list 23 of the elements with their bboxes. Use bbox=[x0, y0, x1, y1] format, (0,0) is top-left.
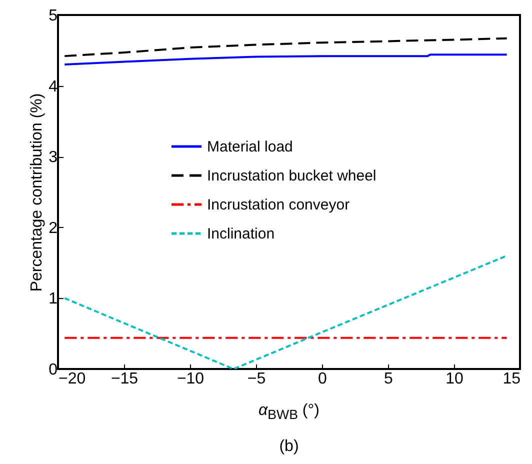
y-tick-label: 3 bbox=[48, 149, 58, 166]
x-axis-title: α$_{BWB}$ (°) bbox=[258, 402, 320, 422]
x-tick-label: −15 bbox=[110, 370, 138, 388]
line-series bbox=[64, 37, 508, 58]
y-tick-label: 2 bbox=[48, 220, 58, 237]
y-tick-label: 4 bbox=[48, 78, 58, 96]
y-tick-label: 1 bbox=[48, 290, 58, 308]
legend-label: Incrustation bucket wheel bbox=[207, 168, 376, 184]
legend-label: Incrustation conveyor bbox=[207, 196, 350, 214]
legend-label: Material load bbox=[207, 138, 293, 156]
text: (b) bbox=[278, 438, 300, 456]
x-tick-label: 0 bbox=[318, 370, 328, 388]
x-tick-label: −20 bbox=[58, 370, 86, 388]
line-series bbox=[64, 254, 508, 369]
x-tick-label: −10 bbox=[176, 370, 204, 388]
y-axis-title: Percentage contribution (%) bbox=[28, 93, 46, 292]
line-series bbox=[64, 54, 508, 66]
x-tick-label: 10 bbox=[446, 370, 464, 388]
y-tick-label: 5 bbox=[48, 8, 58, 24]
x-tick-label: −5 bbox=[247, 370, 266, 388]
legend-label: Inclination bbox=[207, 226, 275, 242]
x-tick-label: 5 bbox=[384, 370, 394, 388]
x-tick-label: 15 bbox=[502, 370, 521, 388]
